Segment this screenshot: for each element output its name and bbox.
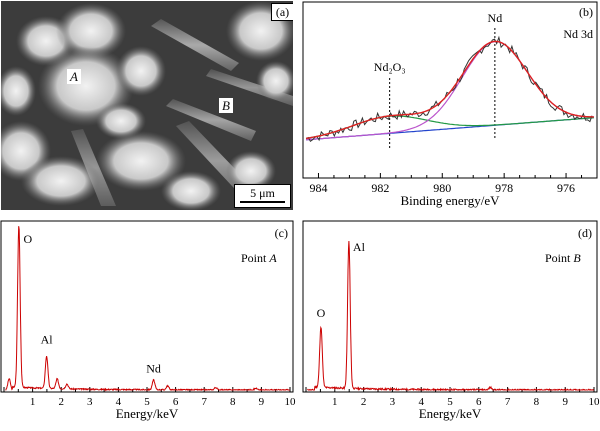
xps-fit-envelope — [306, 40, 594, 140]
sem-micrograph-panel: (a) A B 5 μm — [1, 1, 293, 210]
eds-x-axis-label-d: Energy/keV — [419, 406, 482, 421]
eds-x-tick-label-d: 9 — [562, 396, 568, 408]
eds-x-tick-label-d: 2 — [361, 396, 367, 408]
eds-point-caption-c: Point A — [241, 251, 277, 265]
sem-image — [1, 1, 293, 210]
eds-x-tick-label-c: 2 — [58, 396, 64, 408]
xps-x-tick-label: 982 — [371, 181, 389, 195]
eds-x-tick-label-d: 3 — [390, 396, 396, 408]
panel-c-letter: (c) — [275, 226, 288, 240]
eds-peak-label-c-al: Al — [41, 333, 54, 347]
xps-plot-frame — [302, 1, 598, 179]
sem-marker-b: B — [219, 98, 233, 113]
xps-x-tick-label: 980 — [433, 181, 451, 195]
eds-x-tick-label-c: 6 — [173, 396, 179, 408]
eds-x-tick-label-d: 10 — [589, 396, 600, 408]
eds-x-tick-label-c: 10 — [285, 396, 297, 408]
eds-x-tick-label-c: 1 — [30, 396, 36, 408]
xps-x-tick-label: 978 — [495, 181, 513, 195]
eds-x-tick-label-d: 8 — [534, 396, 540, 408]
xps-x-axis-label: Binding energy/eV — [400, 193, 500, 208]
xps-x-tick-label: 976 — [557, 181, 575, 195]
panel-a-letter: (a) — [271, 3, 293, 21]
eds-x-tick-label-d: 7 — [505, 396, 511, 408]
eds-x-axis-label-c: Energy/keV — [116, 406, 179, 421]
eds-spectrum-d — [307, 240, 594, 392]
xps-nd-annotation: Nd — [488, 11, 503, 25]
eds-point-caption-d: Point B — [545, 251, 581, 265]
xps-nd2o3-annotation: Nd₂O₃ — [374, 60, 406, 74]
sem-marker-a: A — [67, 69, 81, 84]
eds-peak-label-d-o: O — [317, 306, 326, 320]
panel-d-letter: (d) — [578, 226, 592, 240]
xps-x-tick-label: 984 — [309, 181, 327, 195]
eds-x-tick-label-d: 4 — [418, 396, 424, 408]
eds-x-tick-label-c: 3 — [87, 396, 93, 408]
eds-x-tick-label-c: 7 — [201, 396, 207, 408]
scale-bar: 5 μm — [234, 184, 291, 208]
eds-x-tick-label-c: 4 — [116, 396, 122, 408]
eds-spectrum-c — [5, 226, 290, 392]
eds-x-tick-label-c: 9 — [259, 396, 265, 408]
scale-bar-line — [240, 201, 285, 203]
xps-nd-component — [306, 41, 594, 141]
eds-peak-label-d-al: Al — [353, 240, 366, 254]
eds-x-tick-label-d: 5 — [447, 396, 453, 408]
xps-title: Nd 3d — [563, 27, 593, 41]
eds-peak-label-c-o: O — [24, 232, 33, 246]
scale-bar-label: 5 μm — [250, 186, 275, 200]
eds-x-tick-label-c: 5 — [144, 396, 150, 408]
eds-x-tick-label-c: 8 — [230, 396, 236, 408]
eds-x-tick-label-d: 6 — [476, 396, 482, 408]
eds-x-tick-label-d: 1 — [332, 396, 338, 408]
panel-b-letter: (b) — [579, 5, 593, 19]
eds-peak-label-c-nd: Nd — [146, 361, 161, 375]
xps-raw-data — [305, 35, 593, 143]
